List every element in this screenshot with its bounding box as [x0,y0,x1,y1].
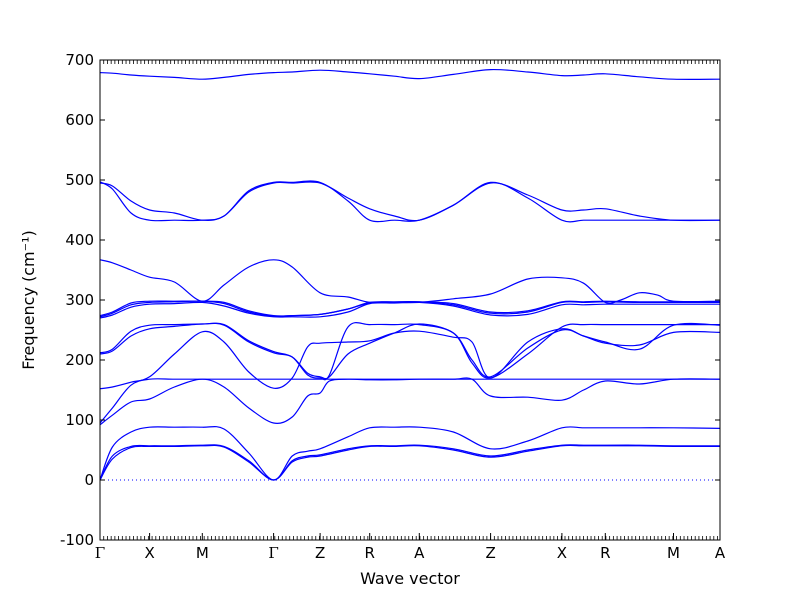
y-tick-label: 600 [65,111,94,129]
y-tick-label: 100 [65,411,94,429]
band-line-1 [99,444,721,481]
band-line-4 [99,377,721,426]
band-line-13 [99,181,721,222]
band-line-9 [99,301,720,319]
dispersion-bands [99,68,721,481]
y-tick-label: 200 [65,351,94,369]
y-tick-label: 300 [65,291,94,309]
band-line-2 [99,444,721,481]
band-line-11 [99,300,720,317]
x-tick-label: X [557,544,567,562]
x-tick-label: A [715,544,726,562]
x-tick-label: A [414,544,425,562]
band-line-14 [99,180,720,223]
band-line-8 [99,322,720,381]
band-line-10 [99,300,720,318]
y-axis-label: Frequency (cm⁻¹) [19,230,38,369]
band-line-12 [99,259,721,305]
x-axis-label: Wave vector [360,569,460,588]
y-tick-label: 700 [65,51,94,69]
y-tick-label: 500 [65,171,94,189]
x-tick-label: Γ [95,544,105,562]
x-tick-label: R [364,544,374,562]
band-line-15 [99,68,721,80]
y-tick-label: 400 [65,231,94,249]
x-tick-label: R [600,544,610,562]
x-tick-label: M [196,544,209,562]
band-line-5 [99,378,720,424]
band-line-3 [99,426,721,481]
x-tick-label: X [144,544,154,562]
x-tick-label: M [667,544,680,562]
band-line-7 [99,322,721,380]
plot-frame [99,59,721,541]
x-tick-label: Γ [268,544,278,562]
x-tick-label: Z [485,544,495,562]
y-tick-label: -100 [60,531,94,549]
x-tick-label: Z [315,544,325,562]
y-tick-label: 0 [84,471,94,489]
